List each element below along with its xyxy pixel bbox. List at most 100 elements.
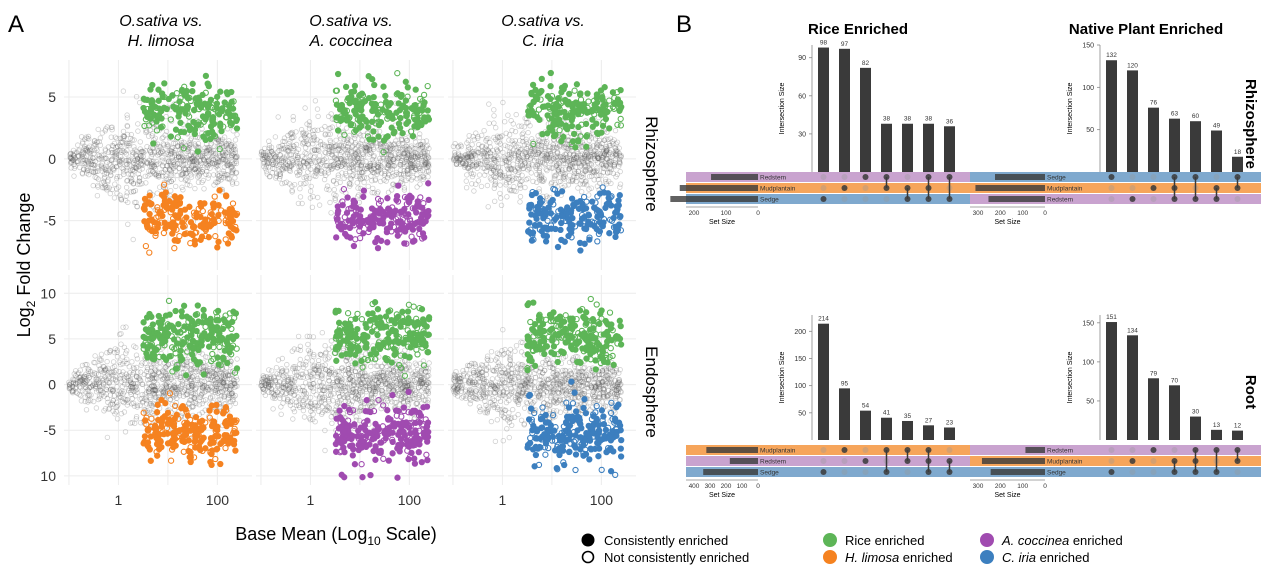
background-point bbox=[122, 197, 129, 204]
background-point bbox=[224, 175, 231, 182]
background-point bbox=[218, 177, 224, 183]
background-point bbox=[176, 153, 182, 160]
rice-enriched-point bbox=[204, 104, 212, 111]
background-point bbox=[88, 161, 94, 167]
native-enriched-point bbox=[599, 222, 606, 230]
native-enriched-point bbox=[535, 205, 542, 212]
background-point bbox=[219, 157, 226, 163]
background-point bbox=[77, 164, 83, 171]
background-point bbox=[140, 149, 147, 156]
background-point bbox=[197, 163, 203, 169]
ma-panel-0-0 bbox=[64, 60, 252, 270]
background-point bbox=[84, 168, 91, 174]
background-point bbox=[113, 175, 120, 182]
rice-enriched-point bbox=[564, 101, 572, 108]
background-point bbox=[168, 151, 174, 157]
background-point bbox=[151, 148, 158, 155]
background-point bbox=[213, 179, 219, 185]
background-point bbox=[171, 161, 177, 168]
rice-enriched-point bbox=[200, 371, 207, 378]
rice-enriched-point bbox=[383, 108, 390, 115]
background-point bbox=[114, 173, 120, 180]
background-point bbox=[234, 154, 240, 160]
background-point bbox=[89, 168, 95, 174]
background-point bbox=[162, 167, 168, 173]
background-point bbox=[120, 148, 127, 154]
background-point bbox=[117, 173, 123, 180]
rice-enriched-point bbox=[375, 133, 382, 140]
background-point bbox=[187, 182, 193, 189]
rice-enriched-point bbox=[362, 116, 369, 124]
facet-title-1-line2: H. limosa bbox=[128, 33, 195, 50]
background-point bbox=[137, 155, 143, 161]
background-point bbox=[180, 157, 187, 164]
background-point bbox=[67, 155, 74, 161]
background-point bbox=[186, 168, 193, 175]
rice-enriched-point bbox=[191, 130, 198, 138]
native-enriched-point bbox=[164, 205, 171, 212]
background-point bbox=[181, 166, 187, 173]
background-point bbox=[156, 172, 162, 179]
background-point bbox=[129, 167, 135, 173]
background-point bbox=[136, 178, 143, 185]
background-point bbox=[71, 173, 77, 179]
background-point bbox=[79, 154, 85, 160]
native-enriched-point bbox=[367, 225, 374, 232]
rice-enriched-point bbox=[342, 83, 350, 91]
background-point bbox=[203, 162, 210, 168]
native-enriched-point bbox=[549, 196, 556, 204]
background-point bbox=[196, 168, 202, 174]
background-point bbox=[129, 152, 136, 158]
background-point bbox=[164, 163, 170, 169]
ma-panel-1-0 bbox=[64, 275, 252, 485]
native-enriched-point bbox=[557, 226, 564, 234]
background-point bbox=[124, 178, 130, 184]
rice-enriched-point bbox=[147, 105, 155, 112]
background-point bbox=[113, 163, 119, 170]
background-point bbox=[71, 161, 77, 167]
background-point bbox=[101, 181, 108, 187]
background-point bbox=[93, 168, 99, 175]
native-enriched-point bbox=[568, 195, 576, 202]
rice-enriched-point bbox=[368, 118, 376, 125]
background-point bbox=[167, 147, 173, 154]
background-point bbox=[188, 174, 195, 180]
background-point bbox=[201, 148, 207, 155]
background-point bbox=[70, 157, 76, 163]
rice-enriched-point bbox=[609, 89, 617, 96]
background-point bbox=[136, 174, 143, 181]
rice-enriched-point bbox=[614, 96, 622, 103]
background-point bbox=[211, 143, 218, 149]
background-point bbox=[128, 178, 134, 185]
rice-enriched-point bbox=[424, 107, 431, 114]
rice-enriched-point bbox=[566, 90, 573, 98]
background-point bbox=[192, 166, 198, 173]
rice-enriched-point bbox=[185, 122, 192, 129]
background-point bbox=[139, 166, 145, 172]
native-enriched-point bbox=[162, 189, 169, 196]
native-enriched-point bbox=[228, 232, 235, 240]
rice-enriched-point bbox=[214, 93, 221, 100]
background-point bbox=[150, 168, 156, 175]
rice-enriched-point bbox=[569, 138, 577, 145]
background-point bbox=[221, 171, 228, 177]
background-point bbox=[101, 185, 107, 191]
facet-title-2-line2: A. coccinea bbox=[309, 33, 393, 50]
native-enriched-point bbox=[371, 207, 379, 214]
panel-letter-a: A bbox=[8, 11, 24, 38]
background-point bbox=[153, 159, 160, 165]
background-point bbox=[110, 143, 116, 149]
native-enriched-point bbox=[589, 198, 596, 205]
background-point bbox=[68, 150, 74, 157]
background-point bbox=[189, 158, 196, 164]
background-point bbox=[85, 159, 91, 165]
background-point bbox=[124, 140, 130, 146]
background-point bbox=[120, 168, 127, 175]
background-point bbox=[113, 151, 120, 157]
background-point bbox=[111, 167, 117, 173]
background-point bbox=[220, 152, 227, 158]
background-point bbox=[160, 141, 167, 147]
background-point bbox=[229, 144, 235, 150]
background-point bbox=[140, 148, 146, 154]
background-point bbox=[132, 152, 139, 158]
